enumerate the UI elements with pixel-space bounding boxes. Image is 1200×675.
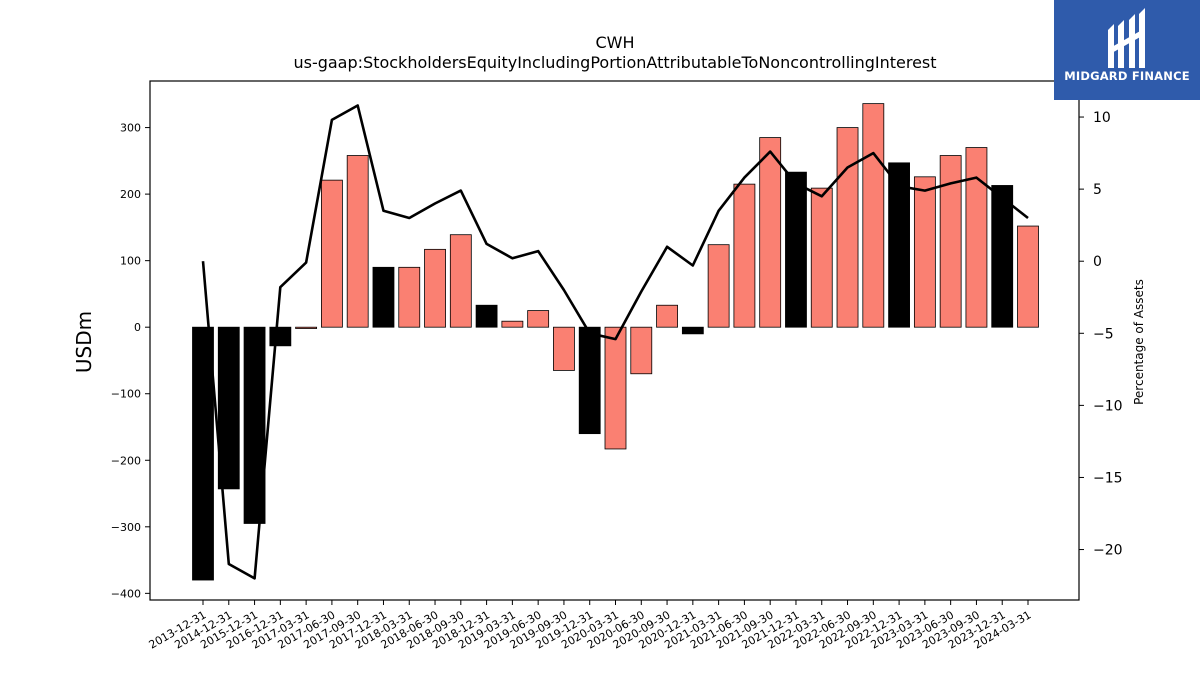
logo-mark-icon (1108, 8, 1145, 68)
bar (398, 266, 421, 328)
midgard-finance-logo: MIDGARD FINANCE (1054, 0, 1200, 100)
bar (424, 248, 446, 328)
y2-tick-label: −5 (1093, 326, 1114, 342)
bar (553, 326, 575, 371)
bar (475, 304, 498, 328)
chart-title: CWH (595, 33, 634, 52)
bar (372, 266, 395, 328)
logo-text: MIDGARD FINANCE (1064, 69, 1190, 83)
y2-tick-label: −20 (1093, 543, 1123, 559)
y-axis-label: USDm (72, 311, 96, 373)
bar-series (192, 103, 1039, 581)
bar (243, 326, 266, 524)
bar (527, 310, 550, 328)
y-tick-label: 300 (120, 122, 141, 135)
bar (733, 183, 756, 328)
bar (862, 103, 885, 328)
y-tick-label: 100 (120, 255, 141, 268)
y2-axis-label: Percentage of Assets (1132, 279, 1146, 405)
bar (269, 326, 292, 347)
bar (965, 147, 988, 328)
bar (810, 187, 833, 328)
y2-tick-label: 10 (1093, 110, 1111, 126)
bar (321, 179, 343, 328)
bar (785, 171, 807, 328)
bar (656, 304, 678, 328)
bar (913, 176, 936, 328)
bar (888, 162, 910, 328)
left-axis: −400 −300 −200 −100 0 100 200 300 (111, 122, 150, 600)
y-tick-label: 0 (134, 321, 141, 334)
bar (578, 326, 601, 435)
bar (346, 155, 369, 328)
y-tick-label: −400 (111, 587, 141, 600)
bar (759, 137, 782, 328)
right-axis: −20 −15 −10 −5 0 5 10 (1079, 110, 1123, 559)
y2-tick-label: 5 (1093, 182, 1102, 198)
bar (707, 244, 730, 328)
bar (295, 326, 318, 329)
plot-frame (149, 80, 1080, 601)
percentage-line (201, 104, 1029, 580)
bar (681, 326, 704, 335)
y2-tick-label: −10 (1093, 398, 1123, 414)
bar (449, 234, 472, 328)
bar (501, 320, 524, 328)
bar (836, 127, 859, 328)
bar (604, 326, 627, 450)
bar (991, 185, 1014, 328)
bar (939, 155, 962, 328)
y-tick-label: 200 (120, 188, 141, 201)
y-tick-label: −100 (111, 388, 141, 401)
chart-subtitle: us-gaap:StockholdersEquityIncludingPorti… (293, 53, 936, 72)
bar (630, 326, 653, 375)
bar (217, 326, 240, 490)
y2-tick-label: 0 (1093, 254, 1102, 270)
bar (192, 326, 214, 581)
line-series (201, 104, 1029, 580)
x-axis: 2013-12-312014-12-312015-12-312016-12-31… (147, 600, 1034, 652)
y-tick-label: −300 (111, 521, 141, 534)
y2-tick-label: −15 (1093, 470, 1123, 486)
bar (1017, 225, 1039, 328)
y-tick-label: −200 (111, 454, 141, 467)
